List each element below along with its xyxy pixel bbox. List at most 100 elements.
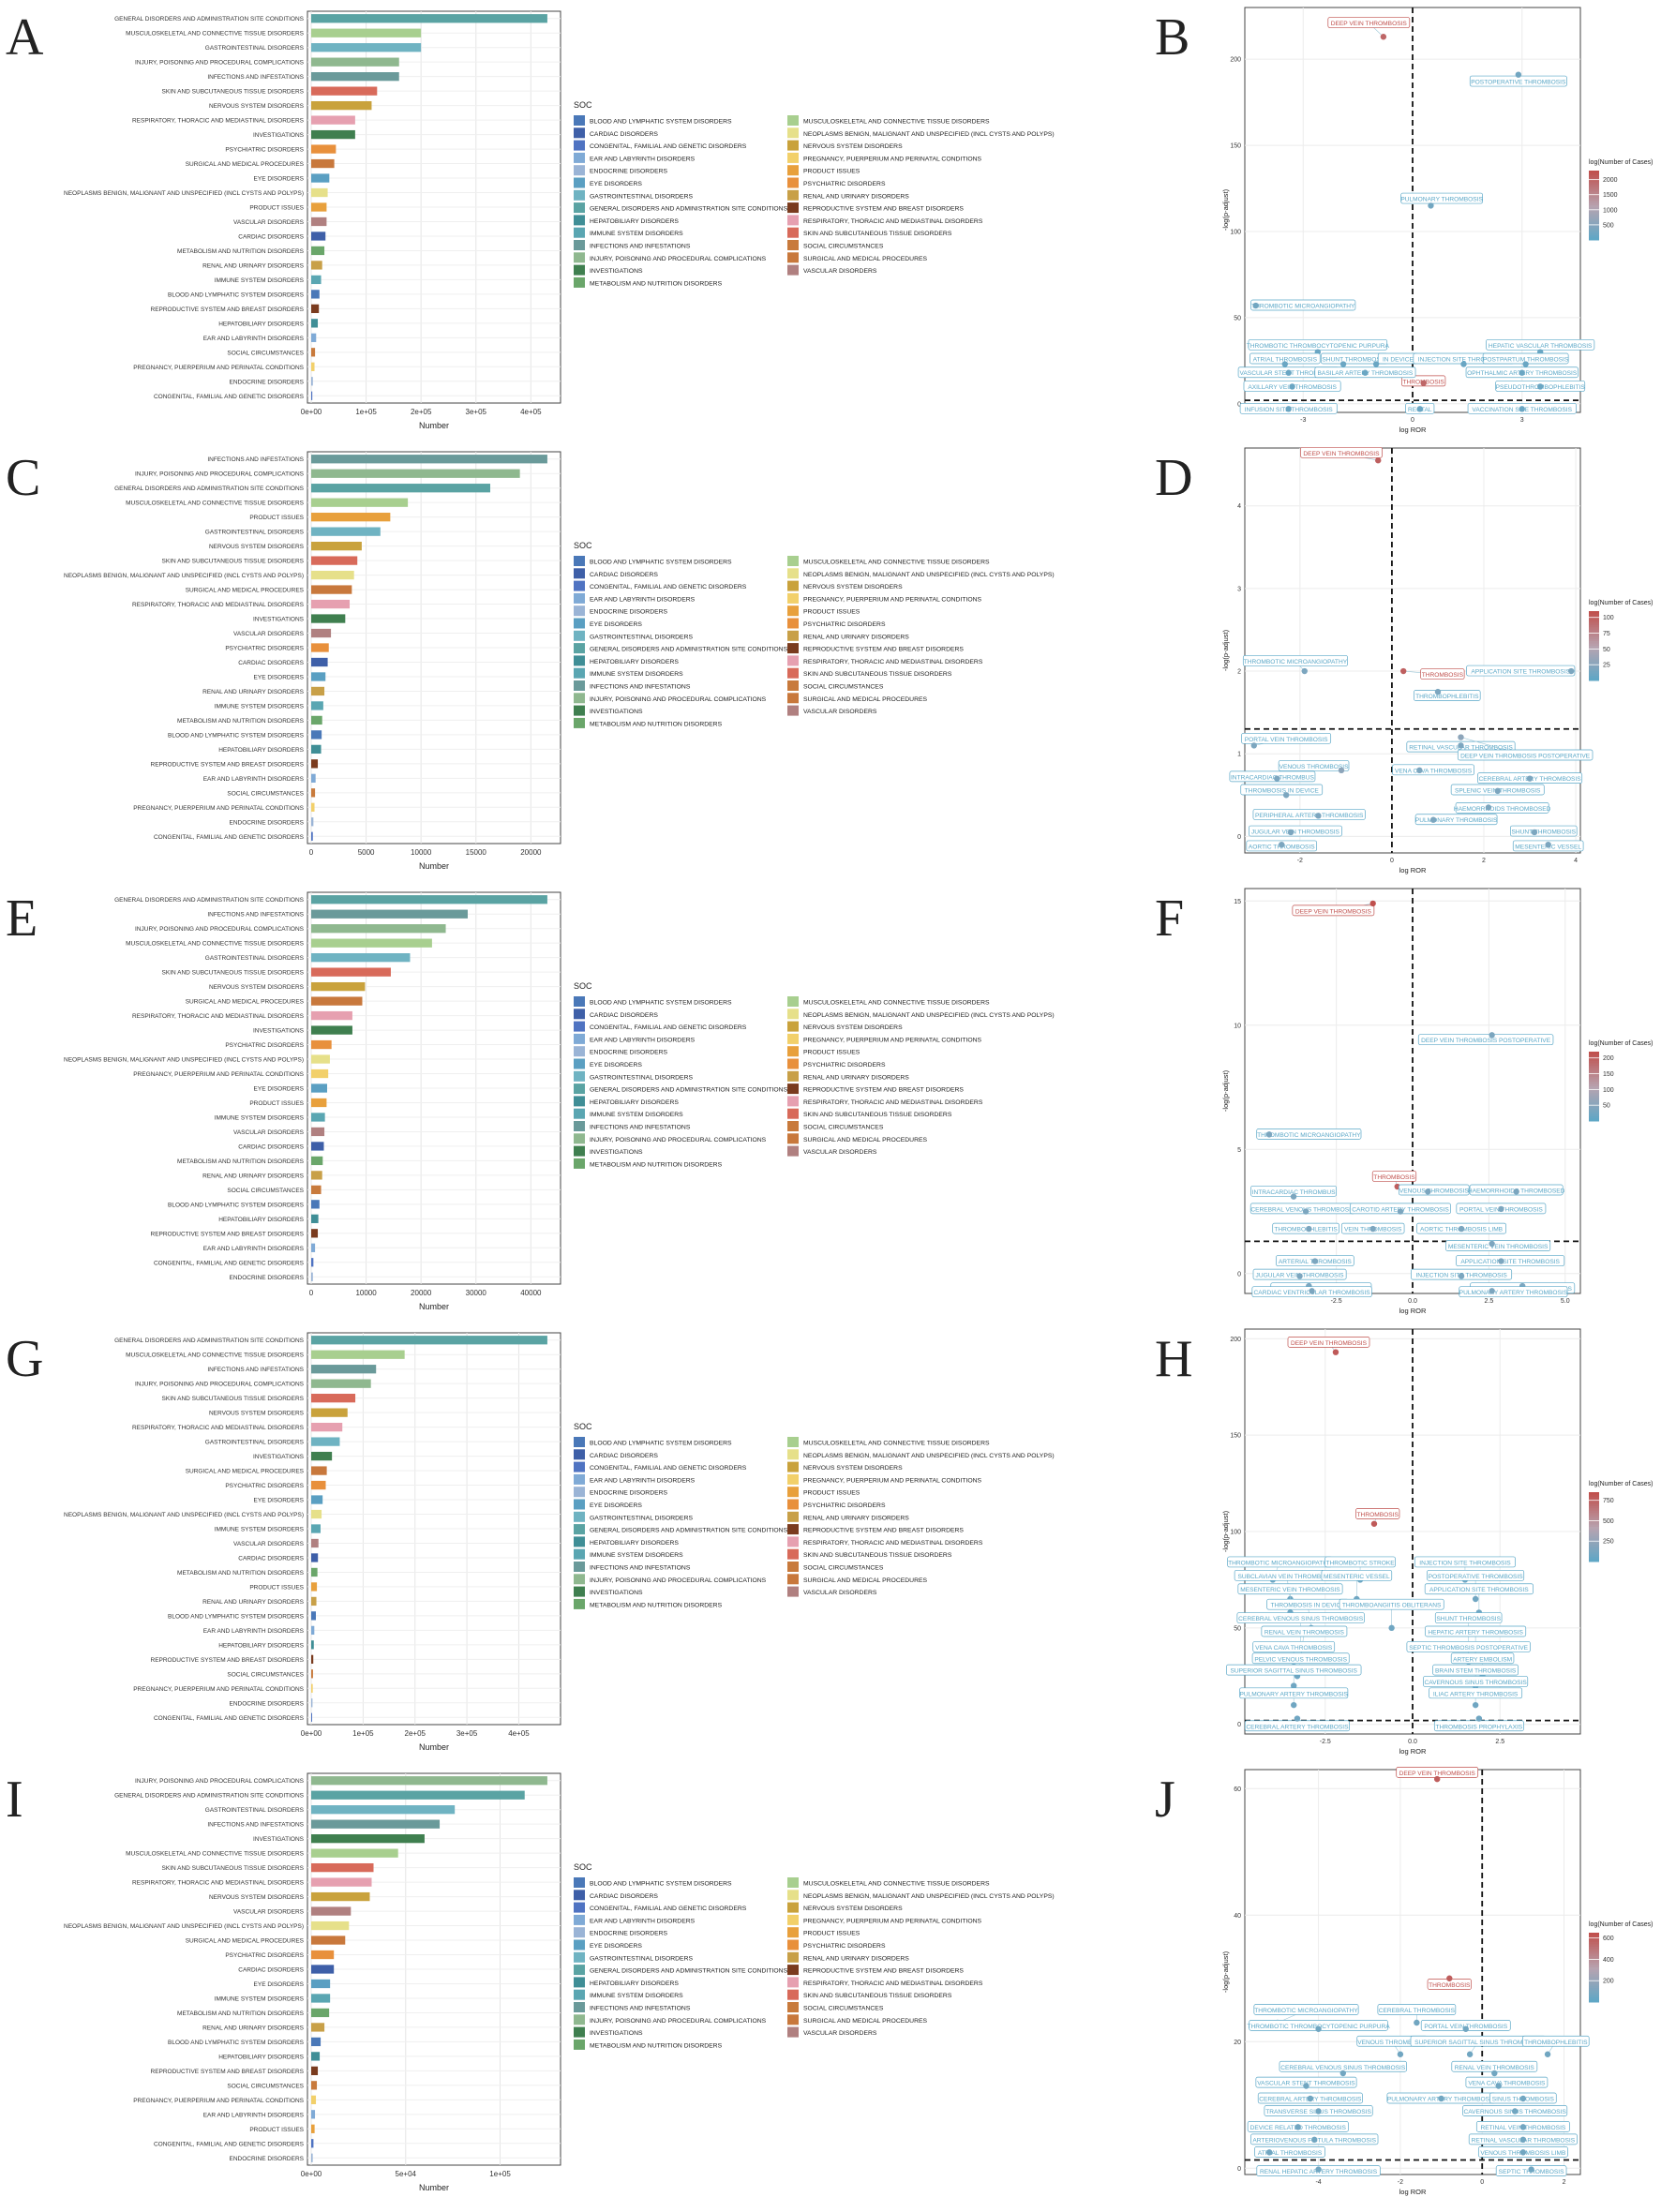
colorbar-gradient-step bbox=[1589, 179, 1599, 183]
colorbar-gradient-step bbox=[1589, 627, 1599, 631]
legend-swatch bbox=[787, 2014, 799, 2025]
point-label-box bbox=[1339, 1598, 1444, 1610]
legend-swatch bbox=[574, 1033, 585, 1044]
point-label-box bbox=[1399, 1184, 1470, 1196]
colorbar-gradient-step bbox=[1589, 1527, 1599, 1530]
legend-swatch bbox=[574, 140, 585, 151]
legend-swatch bbox=[574, 2039, 585, 2050]
point-label: CEREBRAL VENOUS THROMBOSIS bbox=[1250, 1206, 1355, 1213]
bar bbox=[311, 1524, 321, 1533]
bar bbox=[311, 1950, 335, 1960]
data-point bbox=[1250, 742, 1258, 749]
bar bbox=[311, 938, 432, 948]
point-label: POSTOPERATIVE THROMBOSIS bbox=[1429, 1574, 1524, 1580]
legend-swatch bbox=[787, 655, 799, 666]
bar bbox=[311, 2037, 322, 2047]
point-label: PERIPHERAL ARTERY THROMBOSIS bbox=[1255, 813, 1364, 819]
y-tick-label: EYE DISORDERS bbox=[254, 1086, 305, 1093]
legend-label: INVESTIGATIONS bbox=[590, 2030, 643, 2037]
colorbar-gradient-step bbox=[1589, 622, 1599, 626]
y-tick-label: EAR AND LABYRINTH DISORDERS bbox=[203, 776, 305, 783]
legend-swatch bbox=[787, 2002, 799, 2012]
legend-swatch bbox=[574, 643, 585, 654]
point-label: MESENTERIC VEIN THROMBOSIS bbox=[1448, 1244, 1549, 1250]
y-tick-label: RENAL AND URINARY DISORDERS bbox=[202, 1173, 305, 1179]
bar bbox=[311, 275, 322, 285]
colorbar-gradient-step bbox=[1589, 1519, 1599, 1523]
legend-swatch bbox=[787, 1437, 799, 1447]
point-label-box bbox=[1456, 1255, 1565, 1266]
colorbar-gradient-step bbox=[1589, 1941, 1599, 1945]
data-point bbox=[1414, 2019, 1420, 2026]
x-tick-label: -2.5 bbox=[1320, 1739, 1331, 1745]
legend-label: NERVOUS SYSTEM DISORDERS bbox=[803, 1024, 903, 1031]
point-label-box bbox=[1434, 1612, 1503, 1623]
point-label-box bbox=[1226, 1664, 1362, 1676]
bar bbox=[311, 773, 316, 783]
point-label: THROMBOSIS IN DEVICE bbox=[1245, 787, 1320, 794]
bar bbox=[311, 643, 329, 652]
data-point bbox=[1303, 2083, 1309, 2089]
point-label-box bbox=[1250, 299, 1356, 311]
colorbar-gradient-step bbox=[1589, 1068, 1599, 1071]
legend-swatch bbox=[574, 705, 585, 716]
bar bbox=[311, 57, 399, 67]
y-tick-label: NERVOUS SYSTEM DISORDERS bbox=[209, 1411, 305, 1417]
point-label-box bbox=[1292, 904, 1375, 917]
legend-swatch bbox=[787, 630, 799, 641]
legend-swatch bbox=[787, 1939, 799, 1950]
point-label: SHUNT THROMBOSIS bbox=[1511, 830, 1576, 836]
colorbar-gradient-step bbox=[1589, 1540, 1599, 1544]
legend-swatch bbox=[574, 1461, 585, 1472]
x-tick-label: 10000 bbox=[355, 1289, 377, 1297]
legend-swatch bbox=[787, 1046, 799, 1057]
bar bbox=[311, 2139, 314, 2148]
bar-chart-E: 0 10000 20000 30000 40000 GENERAL DISORDERS A… bbox=[64, 891, 1055, 1311]
y-tick-label: CONGENITAL, FAMILIAL AND GENETIC DISORDE… bbox=[154, 834, 305, 841]
bar-chart-A: 0e+00 1e+05 2e+05 3e+05 4e+05 GENERAL DISORDE… bbox=[64, 10, 1055, 430]
legend-label: SOCIAL CIRCUMSTANCES bbox=[803, 244, 884, 250]
legend-swatch bbox=[574, 1511, 585, 1522]
legend-label: PSYCHIATRIC DISORDERS bbox=[803, 1062, 886, 1069]
y-tick-label: GASTROINTESTINAL DISORDERS bbox=[205, 955, 305, 962]
legend-label: PREGNANCY, PUERPERIUM AND PERINATAL COND… bbox=[803, 1037, 982, 1043]
x-tick-label: 0 bbox=[1480, 2179, 1484, 2186]
x-tick-label: 20000 bbox=[411, 1289, 432, 1297]
x-tick-label: 2.5 bbox=[1495, 1739, 1504, 1745]
bar bbox=[311, 261, 322, 270]
data-point bbox=[1458, 734, 1464, 740]
legend-label: MUSCULOSKELETAL AND CONNECTIVE TISSUE DI… bbox=[803, 560, 990, 566]
legend-swatch bbox=[787, 1927, 799, 1938]
x-tick-label: 10000 bbox=[411, 848, 432, 857]
y-tick-label: IMMUNE SYSTEM DISORDERS bbox=[215, 1995, 305, 2002]
legend-swatch bbox=[574, 1548, 585, 1560]
y-tick-label: NERVOUS SYSTEM DISORDERS bbox=[209, 984, 305, 991]
legend-swatch bbox=[787, 1096, 799, 1107]
bar bbox=[311, 1350, 405, 1359]
legend-swatch bbox=[574, 2026, 585, 2038]
y-tick-label: PRODUCT ISSUES bbox=[249, 205, 304, 212]
colorbar: log(Number of Cases) 200 400 600 bbox=[1589, 1921, 1653, 2003]
bar bbox=[311, 909, 468, 919]
legend-swatch bbox=[787, 1902, 799, 1913]
point-label-box bbox=[1420, 668, 1465, 680]
data-point bbox=[1425, 1188, 1431, 1195]
point-label: THROMBOSIS bbox=[1429, 1982, 1471, 1989]
legend-swatch bbox=[574, 1058, 585, 1069]
y-tick-label: 150 bbox=[1230, 143, 1241, 150]
data-point bbox=[1302, 1208, 1309, 1215]
legend-swatch bbox=[787, 227, 799, 238]
legend-label: CONGENITAL, FAMILIAL AND GENETIC DISORDE… bbox=[590, 1465, 747, 1472]
bar bbox=[311, 541, 362, 551]
legend-swatch bbox=[787, 1965, 799, 1976]
data-point bbox=[1420, 380, 1427, 386]
point-label: SHUNT THROMBOSIS bbox=[1322, 357, 1386, 364]
bar bbox=[311, 1084, 327, 1093]
point-label: THROMBOSIS bbox=[1357, 1512, 1399, 1518]
legend-label: EAR AND LABYRINTH DISORDERS bbox=[590, 1918, 696, 1924]
data-point bbox=[1519, 2124, 1527, 2130]
colorbar-gradient-step bbox=[1589, 1508, 1599, 1512]
y-tick-label: REPRODUCTIVE SYSTEM AND BREAST DISORDERS bbox=[151, 1657, 305, 1664]
data-point bbox=[1282, 792, 1290, 799]
